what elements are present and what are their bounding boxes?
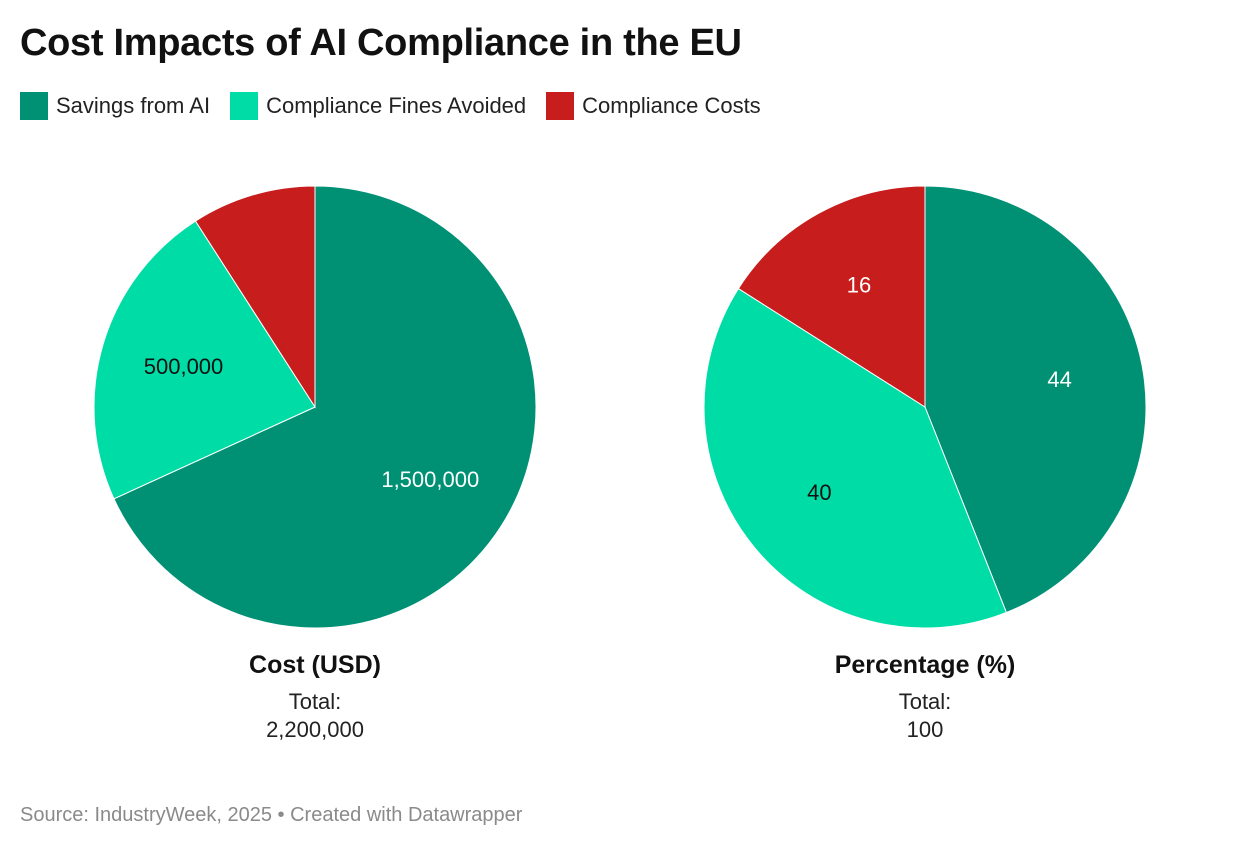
pie-1-slice-fines-avoided — [93, 220, 316, 500]
pie-1-slice-savings — [113, 185, 537, 629]
legend: Savings from AI Compliance Fines Avoided… — [20, 92, 781, 120]
legend-item-compliance-costs: Compliance Costs — [546, 92, 761, 120]
pie-1-slice-compliance-costs — [194, 185, 316, 409]
pie-chart-2: 44 40 16 Percentage (%) Total: 100 — [703, 185, 1147, 742]
legend-label-fines-avoided: Compliance Fines Avoided — [266, 93, 527, 118]
chart-title: Cost Impacts of AI Compliance in the EU — [20, 22, 742, 64]
pie-1-title: Cost (USD) — [249, 651, 381, 679]
pie-2-label-compliance-costs: 16 — [847, 273, 871, 298]
pie-2-label-savings: 44 — [1047, 367, 1071, 392]
legend-item-fines-avoided: Compliance Fines Avoided — [230, 92, 526, 120]
pie-2-total-value: 100 — [907, 717, 944, 742]
pie-2-label-fines-avoided: 40 — [807, 480, 831, 505]
legend-label-compliance-costs: Compliance Costs — [582, 93, 761, 118]
pie-1-label-savings: 1,500,000 — [381, 467, 479, 492]
pie-2-title: Percentage (%) — [835, 651, 1016, 679]
pie-2-slice-fines-avoided — [703, 287, 1008, 629]
pie-2-slice-savings — [924, 185, 1147, 614]
legend-label-savings: Savings from AI — [56, 93, 211, 118]
legend-swatch-savings — [20, 92, 48, 120]
pie-1-total-label: Total: — [289, 689, 342, 714]
legend-item-savings: Savings from AI — [20, 92, 210, 120]
legend-swatch-compliance-costs — [546, 92, 575, 120]
source-note: Source: IndustryWeek, 2025 • Created wit… — [20, 804, 523, 826]
pie-1-total-value: 2,200,000 — [266, 717, 364, 742]
pie-chart-1: 1,500,000 500,000 Cost (USD) Total: 2,200,00… — [93, 185, 537, 742]
pie-2-total-label: Total: — [899, 689, 952, 714]
legend-swatch-fines-avoided — [230, 92, 259, 120]
pie-1-label-fines-avoided: 500,000 — [144, 354, 224, 379]
pie-2-slice-compliance-costs — [737, 185, 926, 408]
